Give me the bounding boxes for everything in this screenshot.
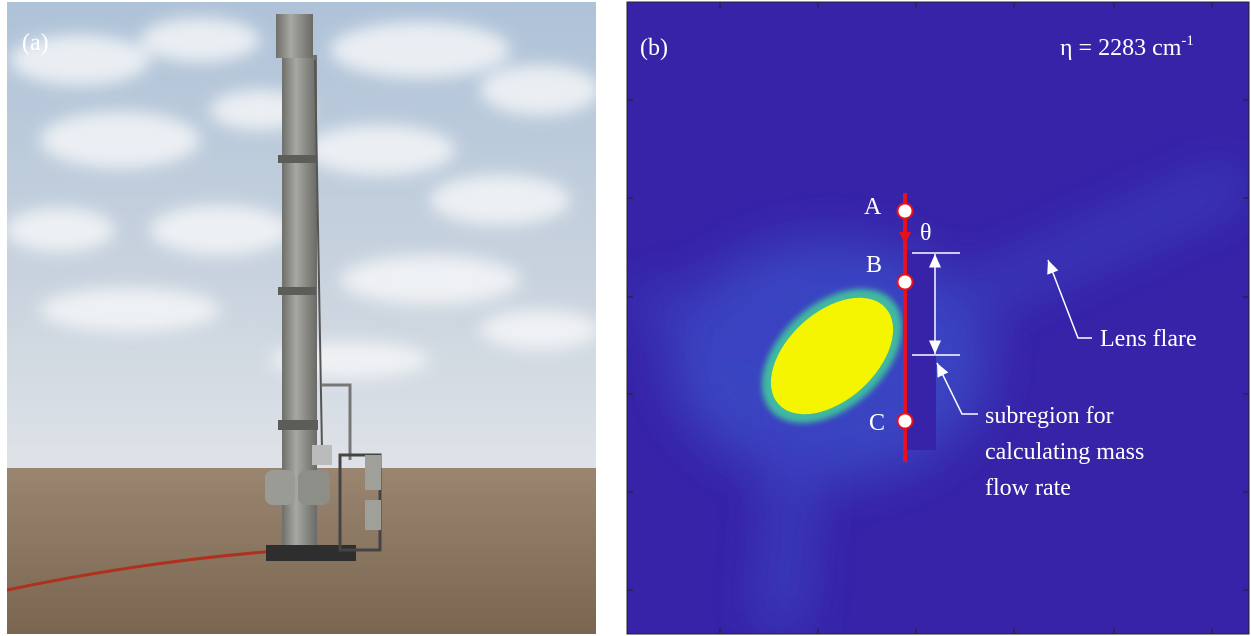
subregion-label: subregion for [985,403,1114,429]
point-label: A [864,194,882,220]
point-label: B [866,252,882,278]
panel-label: (a) [22,30,49,56]
subregion-label: calculating mass [985,439,1144,465]
point-label: C [869,410,885,436]
lens-flare-label: Lens flare [1100,326,1197,352]
angle-label: θ [920,220,932,246]
intensity-image [627,2,1249,634]
photo: (a) [5,2,600,634]
subregion-label: flow rate [985,475,1071,501]
figure: (a) (b) η = 2283 cm-1 A B C θ Lens flare… [0,0,1251,636]
wavenumber-text: η = 2283 cm [1060,35,1182,61]
wavenumber-label: η = 2283 cm-1 [1060,33,1194,61]
panel-label: (b) [640,35,668,61]
wavenumber-superscript: -1 [1181,33,1194,49]
